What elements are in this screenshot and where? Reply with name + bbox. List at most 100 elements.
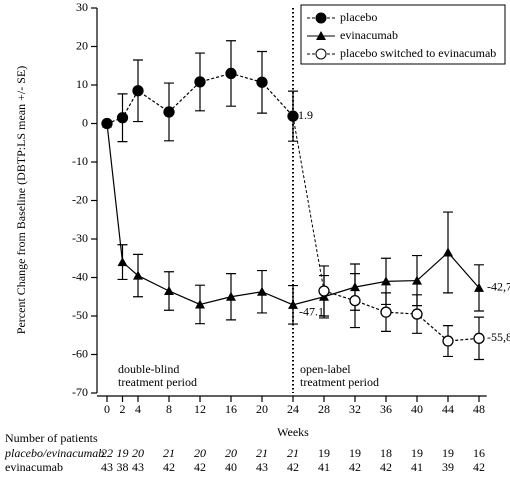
- risk-count: 43: [101, 460, 113, 474]
- x-axis-label: Weeks: [277, 425, 309, 439]
- point: [412, 275, 422, 285]
- point: [102, 118, 112, 128]
- point: [132, 85, 144, 97]
- annotation: double-blind: [118, 362, 179, 376]
- y-tick-label: 10: [76, 77, 88, 91]
- x-tick-label: 44: [442, 402, 454, 416]
- y-tick-label: -70: [72, 385, 88, 399]
- risk-count: 21: [287, 446, 299, 460]
- risk-count: 40: [225, 460, 237, 474]
- legend-label: placebo switched to evinacumab: [340, 46, 496, 60]
- y-tick-label: -40: [72, 269, 88, 283]
- legend-marker: [316, 31, 326, 40]
- point: [116, 112, 129, 124]
- point: [288, 299, 298, 309]
- point: [256, 76, 268, 88]
- risk-count: 19: [117, 446, 129, 460]
- risk-count: 42: [163, 460, 175, 474]
- risk-count: 42: [380, 460, 392, 474]
- y-tick-label: -60: [72, 346, 88, 360]
- risk-count: 20: [194, 446, 206, 460]
- annotation: treatment period: [300, 375, 379, 389]
- risk-count: 43: [256, 460, 268, 474]
- point: [473, 332, 485, 344]
- annotation: treatment period: [118, 375, 197, 389]
- risk-count: 21: [163, 446, 175, 460]
- x-tick-label: 24: [287, 402, 299, 416]
- x-tick-label: 2: [120, 402, 126, 416]
- point: [318, 285, 330, 297]
- x-tick-label: 20: [256, 402, 268, 416]
- point: [163, 106, 175, 118]
- y-tick-label: -50: [72, 308, 88, 322]
- legend-marker: [315, 12, 327, 24]
- point: [411, 308, 423, 320]
- point: [164, 285, 174, 295]
- x-tick-label: 48: [473, 402, 485, 416]
- point: [474, 282, 484, 292]
- risk-count: 19: [442, 446, 454, 460]
- risk-count: 38: [117, 460, 129, 474]
- y-tick-label: -10: [72, 154, 88, 168]
- risk-row-label: evinacumab: [5, 460, 63, 474]
- risk-count: 39: [442, 460, 454, 474]
- x-tick-label: 8: [166, 402, 172, 416]
- legend-label: evinacumab: [340, 28, 398, 42]
- point: [225, 67, 237, 80]
- y-tick-label: -30: [72, 231, 88, 245]
- x-tick-label: 28: [318, 402, 330, 416]
- value-label: -55,8: [487, 330, 510, 344]
- risk-count: 41: [411, 460, 423, 474]
- series-line: [323, 290, 480, 342]
- y-axis-label: Percent Change from Baseline (DBTP:LS me…: [14, 66, 28, 334]
- point: [257, 286, 267, 296]
- risk-count: 42: [194, 460, 206, 474]
- x-tick-label: 4: [135, 402, 141, 416]
- value-label: -47.1: [299, 305, 324, 319]
- risk-count: 16: [473, 446, 485, 460]
- x-tick-label: 16: [225, 402, 237, 416]
- y-tick-label: 0: [82, 115, 88, 129]
- switch-connector: [292, 116, 325, 292]
- point: [117, 257, 128, 267]
- point: [349, 294, 361, 307]
- risk-count: 42: [473, 460, 485, 474]
- risk-count: 18: [380, 446, 392, 460]
- value-label: 1.9: [298, 108, 313, 122]
- point: [381, 276, 391, 286]
- point: [442, 335, 454, 347]
- risk-count: 42: [287, 460, 299, 474]
- y-tick-label: 30: [76, 0, 88, 14]
- risk-count: 20: [132, 446, 144, 460]
- point: [133, 270, 143, 280]
- risk-count: 43: [132, 460, 144, 474]
- risk-count: 22: [101, 446, 113, 460]
- point: [443, 247, 453, 257]
- risk-count: 19: [349, 446, 361, 460]
- risk-count: 19: [318, 446, 330, 460]
- risk-row-label: placebo/evinacumab: [4, 446, 104, 460]
- y-tick-label: -20: [72, 192, 88, 206]
- y-tick-label: 20: [76, 38, 88, 52]
- point: [195, 299, 205, 309]
- point: [380, 306, 392, 318]
- x-tick-label: 40: [411, 402, 423, 416]
- series-line: [106, 123, 480, 306]
- risk-count: 20: [225, 446, 237, 460]
- annotation: open-label: [300, 362, 351, 376]
- x-tick-label: 36: [380, 402, 392, 416]
- point: [194, 76, 206, 88]
- x-tick-label: 0: [104, 402, 110, 416]
- point: [287, 110, 299, 122]
- risk-count: 19: [411, 446, 423, 460]
- legend-marker: [315, 48, 327, 60]
- legend-label: placebo: [340, 10, 377, 24]
- x-tick-label: 12: [194, 402, 206, 416]
- risk-count: 41: [318, 460, 330, 474]
- value-label: -42,7: [487, 280, 510, 294]
- risk-table-title: Number of patients: [5, 431, 98, 445]
- point: [226, 291, 236, 301]
- risk-count: 42: [349, 460, 361, 474]
- x-tick-label: 32: [349, 402, 361, 416]
